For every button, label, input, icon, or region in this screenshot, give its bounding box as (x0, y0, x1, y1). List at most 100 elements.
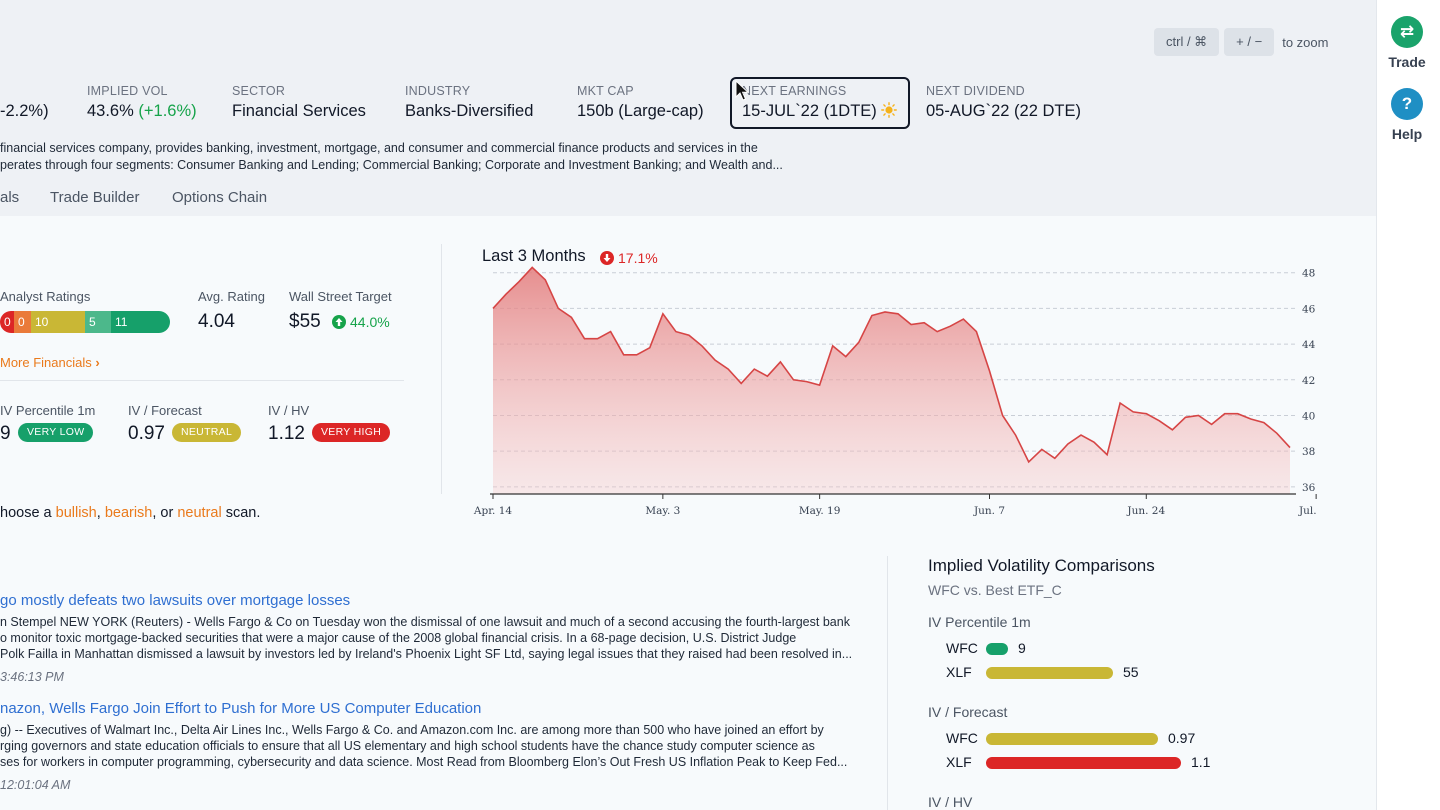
bullish-scan-link[interactable]: bullish (55, 505, 97, 521)
iv-comparison-value: 1.1 (1191, 754, 1211, 770)
tab-financials[interactable]: als (0, 189, 20, 206)
scan-prompt: hoose a bullish, bearish, or neutral sca… (0, 505, 260, 521)
wall-street-target-value: $55 (289, 311, 321, 332)
y-tick-label: 38 (1302, 446, 1315, 458)
iv-comparison-bar (986, 733, 1158, 745)
news-title-link[interactable]: nazon, Wells Fargo Join Effort to Push f… (0, 700, 482, 717)
implied-vol-label: IMPLIED VOL (87, 84, 168, 98)
iv-comparison-ticker: WFC (946, 730, 978, 746)
right-sidebar: ⇄ Trade ? Help (1376, 0, 1440, 810)
description-line: financial services company, provides ban… (0, 141, 758, 155)
company-description: financial services company, provides ban… (0, 140, 783, 174)
y-tick-label: 46 (1302, 303, 1316, 315)
news-title-link[interactable]: go mostly defeats two lawsuits over mort… (0, 592, 351, 609)
swap-arrows-icon: ⇄ (1399, 22, 1415, 41)
iv-comparison-bar (986, 757, 1181, 769)
iv-comparison-section-label: IV / Forecast (928, 704, 1008, 720)
x-tick-label: Jun. 7 (973, 505, 1005, 517)
news-summary-line: ses for workers in computer programming,… (0, 755, 848, 769)
divider (441, 244, 442, 494)
price-area-chart: 36 38 40 42 44 46 48 Apr. 14 May. 3 May. 19 Jun. … (473, 266, 1320, 517)
very-low-badge: VERY LOW (18, 423, 94, 442)
news-summary-line: n Stempel NEW YORK (Reuters) - Wells Far… (0, 615, 850, 629)
divider (887, 556, 888, 810)
news-timestamp: 3:46:13 PM (0, 670, 64, 684)
stat-next-dividend: NEXT DIVIDEND 05-AUG`22 (22 DTE) (926, 84, 1081, 121)
next-dividend-value: 05-AUG`22 (22 DTE) (926, 102, 1081, 120)
iv-comparison-value: 55 (1123, 664, 1139, 680)
implied-vol-change: (+1.6%) (138, 102, 197, 120)
chart-title: Last 3 Months (482, 247, 586, 265)
x-tick-label: May. 19 (799, 505, 841, 517)
neutral-scan-link[interactable]: neutral (177, 505, 222, 521)
analyst-ratings-label: Analyst Ratings (0, 289, 91, 304)
zoom-label: to zoom (1282, 34, 1329, 50)
tab-trade-builder[interactable]: Trade Builder (50, 189, 140, 206)
next-earnings-label: NEXT EARNINGS (742, 84, 847, 98)
iv-comparison-value: 9 (1018, 640, 1026, 656)
news-summary: g) -- Executives of Walmart Inc., Delta … (0, 722, 847, 770)
iv-comparison-section-label: IV Percentile 1m (928, 614, 1031, 630)
iv-percentile-label: IV Percentile 1m (0, 403, 96, 418)
next-earnings-value: 15-JUL`22 (1DTE) (742, 102, 877, 120)
price-area (493, 267, 1290, 494)
stat-next-earnings[interactable]: NEXT EARNINGS 15-JUL`22 (1DTE) (742, 84, 898, 121)
next-earnings-box[interactable] (730, 77, 910, 129)
help-label[interactable]: Help (1391, 126, 1423, 142)
y-tick-label: 48 (1302, 268, 1315, 280)
y-tick-label: 42 (1302, 375, 1315, 387)
rating-segment: 0 (14, 311, 31, 333)
iv-comparison-ticker: WFC (946, 640, 978, 656)
iv-forecast-value: 0.97 (128, 423, 165, 444)
target-change: 44.0% (332, 314, 390, 330)
wall-street-target-label: Wall Street Target (289, 289, 392, 304)
x-tick-label: Jul. 13 (1298, 505, 1320, 517)
industry-label: INDUSTRY (405, 84, 471, 98)
iv-percentile-value: 9 (0, 423, 11, 444)
rating-segment: 11 (111, 311, 170, 333)
question-mark-icon: ? (1401, 94, 1413, 113)
iv-hv-label: IV / HV (268, 403, 310, 418)
y-tick-label: 44 (1302, 339, 1316, 351)
scan-suffix: scan. (225, 505, 261, 521)
stat-implied-vol: IMPLIED VOL 43.6% (+1.6%) (87, 84, 197, 121)
arrow-down-circle-icon (600, 251, 614, 265)
mkt-cap-value: 150b (Large-cap) (577, 102, 704, 120)
scan-separator: , or (152, 505, 174, 521)
rating-segment: 5 (85, 311, 111, 333)
chart-change: 17.1% (600, 250, 658, 266)
avg-rating-label: Avg. Rating (198, 289, 265, 304)
neutral-badge: NEUTRAL (172, 423, 242, 442)
header-area (0, 0, 1376, 216)
iv-comparison-section-label: IV / HV (928, 794, 973, 810)
bearish-scan-link[interactable]: bearish (104, 505, 153, 521)
stat-change: -2.2%) (0, 84, 49, 121)
more-financials-link[interactable]: More Financials › (0, 355, 100, 370)
stat-mkt-cap: MKT CAP 150b (Large-cap) (577, 84, 704, 121)
news-summary-line: rging governors and state education offi… (0, 739, 815, 753)
iv-comparison-bar (986, 667, 1113, 679)
tab-options-chain[interactable]: Options Chain (172, 189, 268, 206)
mouse-cursor-icon (735, 80, 750, 101)
iv-forecast-label: IV / Forecast (128, 403, 202, 418)
next-dividend-label: NEXT DIVIDEND (926, 84, 1025, 98)
zoom-key-plus-minus: + / − (1224, 28, 1275, 56)
zoom-key-ctrl: ctrl / ⌘ (1154, 28, 1220, 56)
iv-comparison-bar (986, 643, 1008, 655)
chevron-right-icon: › (95, 355, 100, 370)
sun-icon (881, 102, 898, 118)
trade-button[interactable]: ⇄ (1391, 16, 1423, 48)
mkt-cap-label: MKT CAP (577, 84, 634, 98)
description-line: perates through four segments: Consumer … (0, 158, 783, 172)
more-financials-label: More Financials (0, 355, 92, 370)
news-summary-line: o monitor toxic mortgage-backed securiti… (0, 631, 797, 645)
iv-comparisons-subtitle: WFC vs. Best ETF_C (928, 582, 1062, 598)
x-tick-label: Jun. 24 (1126, 505, 1165, 517)
zoom-hint: ctrl / ⌘ + / − to zoom (1154, 28, 1328, 56)
news-summary: n Stempel NEW YORK (Reuters) - Wells Far… (0, 614, 852, 662)
stat-sector: SECTOR Financial Services (232, 84, 366, 121)
change-value: -2.2%) (0, 102, 49, 120)
trade-label[interactable]: Trade (1388, 54, 1426, 70)
news-timestamp: 12:01:04 AM (0, 778, 71, 792)
help-button[interactable]: ? (1391, 88, 1423, 120)
